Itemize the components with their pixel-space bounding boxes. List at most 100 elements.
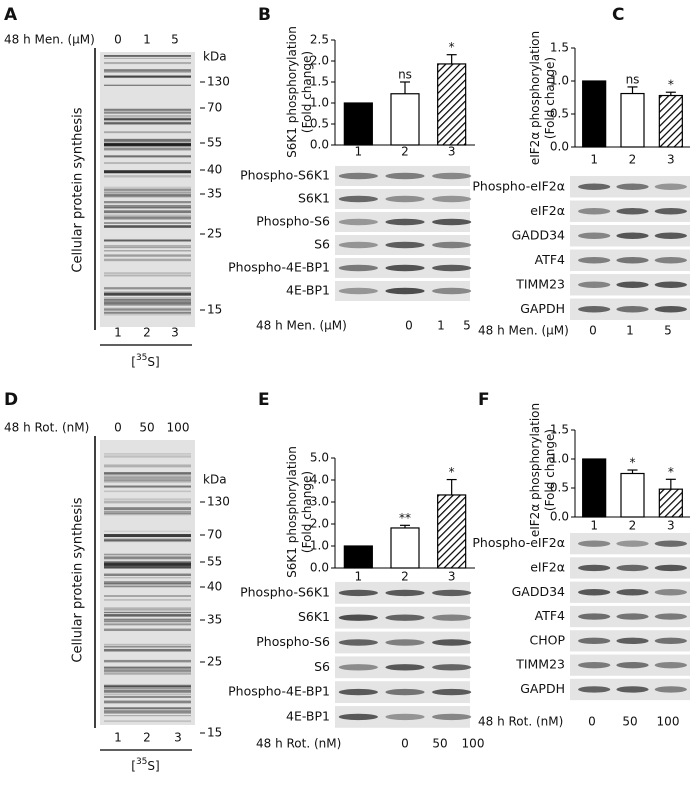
gel-band [104, 620, 191, 623]
gel-band [104, 57, 191, 59]
isotope-label: [35S] [131, 353, 159, 369]
gel-band [104, 607, 191, 611]
gel-band [104, 201, 191, 204]
dose-label: 100 [657, 715, 680, 729]
blot-band [616, 686, 649, 693]
dose-label: 5 [171, 33, 179, 47]
gel-band [104, 477, 191, 479]
blot-band [385, 614, 425, 621]
treatment-label: 48 h Rot. (nM) [256, 737, 341, 751]
gel-band [104, 599, 191, 601]
marker-label: 130 [207, 75, 230, 89]
y-axis-label: S6K1 phosphorylation [285, 26, 299, 158]
y-tick-label: 1.0 [550, 74, 569, 88]
blot-strip [570, 533, 690, 555]
blot-band [578, 564, 611, 572]
blot-band [432, 688, 472, 696]
marker-label: 15 [207, 303, 222, 317]
y-axis-label: Cellular protein synthesis [71, 497, 86, 662]
x-tick-label: 2 [629, 519, 637, 533]
gel-band [104, 500, 191, 504]
panel-letter: B [258, 5, 271, 25]
gel-band [104, 119, 191, 121]
gel-band [104, 566, 191, 569]
y-tick-label: 0.0 [550, 510, 569, 524]
bar [620, 92, 645, 148]
panel-letter: D [4, 390, 18, 410]
blot-label: Phospho-4E-BP1 [228, 260, 330, 275]
gel-band [104, 111, 191, 114]
dose-label: 1 [437, 319, 445, 333]
gel-band [104, 628, 191, 632]
blot-label: S6 [314, 659, 330, 674]
blot-band [385, 713, 425, 721]
blot-band [385, 218, 425, 226]
dose-label: 50 [622, 715, 637, 729]
gel-band [104, 707, 191, 709]
gel-band [104, 560, 191, 564]
y-tick-label: 0.5 [550, 107, 569, 121]
blot-label: CHOP [529, 632, 565, 647]
gel-band [104, 709, 191, 712]
panel-letter: E [258, 390, 270, 410]
blot-band [385, 264, 425, 272]
gel-band [104, 530, 191, 532]
blot-band [385, 172, 425, 180]
gel-band [104, 291, 191, 294]
x-tick-label: 3 [667, 153, 675, 167]
gel-band [104, 138, 191, 142]
marker-label: 35 [207, 613, 222, 627]
significance-label: ns [626, 72, 640, 86]
blot-band [654, 613, 687, 620]
blot-band [616, 564, 649, 572]
gel-band [104, 618, 191, 621]
gel-band [104, 84, 191, 86]
bar [658, 488, 683, 518]
gel-band [104, 61, 191, 65]
blot-band [578, 306, 611, 313]
blot-band [338, 614, 378, 621]
blot-label: eIF2α [530, 203, 565, 218]
gel-band [104, 696, 191, 698]
significance-label: * [449, 465, 455, 479]
blot-band [578, 613, 611, 620]
y-tick-label: 0.5 [310, 117, 329, 131]
significance-label: ** [399, 511, 411, 525]
marker-label: 35 [207, 187, 222, 201]
blot-band [578, 208, 611, 215]
marker-label: 15 [207, 726, 222, 740]
gel-band [104, 195, 191, 198]
y-axis-label: (Fold change) [300, 51, 314, 133]
gel-band [104, 309, 191, 311]
blot-label: ATF4 [535, 252, 565, 267]
gel-band [104, 193, 191, 196]
marker-label: 55 [207, 136, 222, 150]
gel-band [104, 55, 191, 57]
gel-band [104, 216, 191, 220]
x-tick-label: 2 [629, 153, 637, 167]
bar [343, 545, 373, 569]
blot-band [338, 713, 378, 721]
dose-label: 50 [432, 737, 447, 751]
blot-band [385, 195, 425, 203]
gel-band [104, 274, 191, 277]
y-tick-label: 1.5 [550, 41, 569, 55]
dose-label: 0 [401, 737, 409, 751]
gel-band [104, 609, 191, 611]
gel-band [104, 711, 191, 714]
gel-band [104, 272, 191, 275]
blot-label: Phospho-S6 [256, 634, 330, 649]
gel-band [104, 573, 191, 577]
gel-band [104, 582, 191, 585]
blot-band [338, 218, 378, 226]
marker-label: 40 [207, 580, 222, 594]
x-tick-label: 3 [667, 519, 675, 533]
significance-label: * [668, 465, 674, 479]
blot-band [616, 281, 649, 288]
gel-band [104, 669, 191, 673]
gel-band [104, 303, 191, 306]
blot-band [338, 195, 378, 203]
blot-band [578, 540, 611, 547]
gel-band [104, 292, 191, 296]
blot-band [432, 195, 472, 203]
